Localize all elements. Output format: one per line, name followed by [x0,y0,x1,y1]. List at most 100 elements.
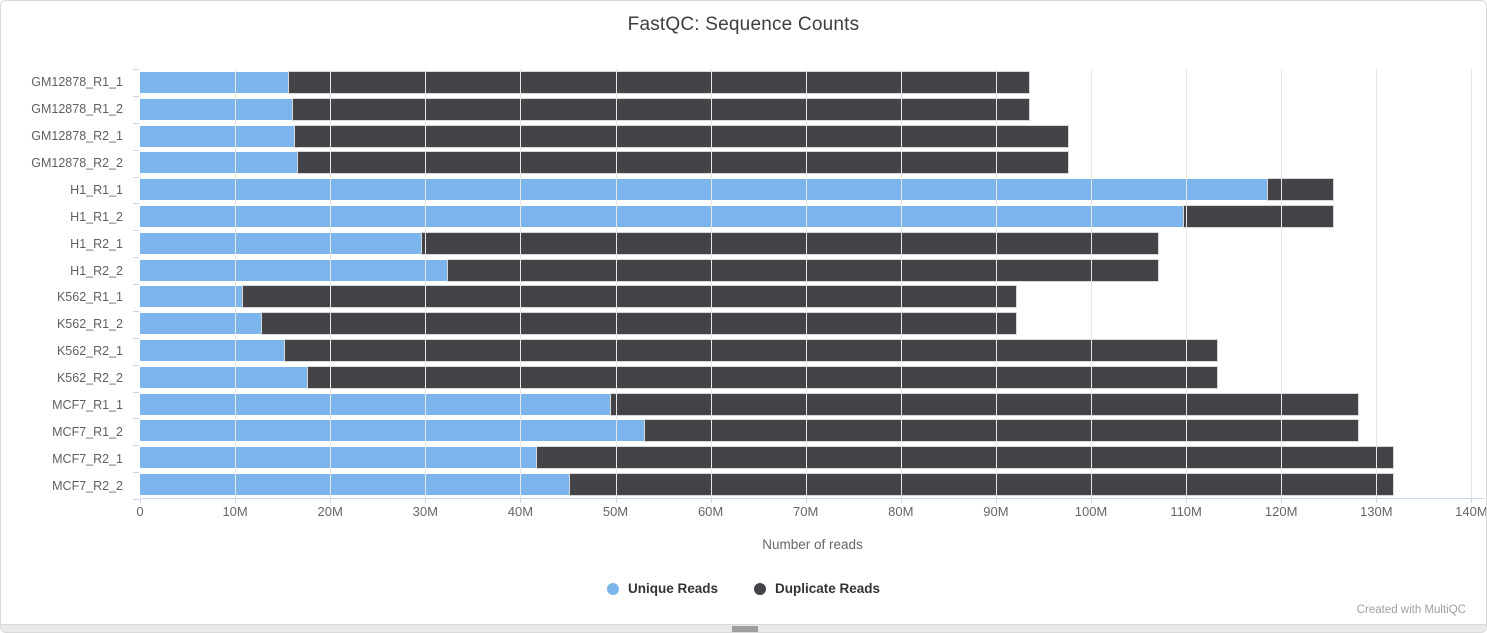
gridline [330,69,332,498]
bar-segment-duplicate[interactable] [293,98,1030,120]
bar-segment-duplicate[interactable] [242,286,1016,308]
x-tick-label: 130M [1360,504,1393,519]
bar-segment-unique[interactable] [140,152,298,174]
y-axis-tick [133,203,139,205]
bar-segment-unique[interactable] [140,98,294,120]
x-axis-tick [235,498,237,503]
bar-row [140,257,1485,284]
x-axis-tick [425,498,427,503]
y-axis-tick [133,95,139,97]
x-axis-tick [1376,498,1378,503]
category-label: GM12878_R2_1 [31,129,123,144]
bar-segment-unique[interactable] [140,366,309,388]
y-axis-tick [133,310,139,312]
x-axis-title: Number of reads [762,537,863,552]
y-axis-tick [133,337,139,339]
bar-segment-duplicate[interactable] [644,420,1359,442]
category-label: MCF7_R2_2 [52,478,123,493]
y-axis-category-labels: GM12878_R1_1 GM12878_R1_2 GM12878_R2_1 GM12… [1,69,132,499]
x-axis-tick [995,498,997,503]
bar-row [140,418,1485,445]
bar-segment-unique[interactable] [140,71,290,93]
x-tick-label: 50M [602,504,629,519]
bar-segment-unique[interactable] [140,259,449,281]
y-axis-tick [133,445,139,447]
category-label: GM12878_R1_2 [31,102,123,117]
gridline [615,69,617,498]
bar-row [140,471,1485,498]
category-label: MCF7_R2_1 [52,451,123,466]
bar-segment-duplicate[interactable] [261,313,1016,335]
category-label: H1_R1_1 [70,182,123,197]
x-axis-tick [1091,498,1092,503]
bar-segment-unique[interactable] [140,393,611,415]
horizontal-scrollbar-track[interactable] [1,624,1486,632]
bar-segment-unique[interactable] [140,125,295,147]
gridline [1281,69,1283,498]
category-label: GM12878_R1_1 [31,75,123,90]
bar-row [140,149,1485,176]
legend-marker-icon [753,582,766,595]
bar-segment-duplicate[interactable] [536,447,1394,469]
x-tick-label: 90M [983,504,1009,519]
bar-segment-unique[interactable] [140,179,1268,201]
x-tick-label: 110M [1170,504,1202,519]
bar-row [140,284,1485,311]
x-tick-label: 120M [1264,504,1298,519]
x-tick-label: 20M [317,504,343,519]
bar-row [140,69,1485,96]
x-tick-label: 60M [697,504,724,519]
gridline [1471,69,1473,498]
x-tick-label: 40M [507,504,534,519]
bar-segment-duplicate[interactable] [289,71,1030,93]
y-axis-tick [133,149,139,151]
legend: Unique Reads Duplicate Reads [1,581,1486,596]
legend-label: Unique Reads [627,581,718,596]
y-axis-tick [133,69,139,70]
category-label: MCF7_R1_2 [52,424,123,439]
bar-row [140,230,1485,257]
bar-segment-duplicate[interactable] [308,366,1218,388]
plot-title: FastQC: Sequence Counts [627,14,860,35]
bar-segment-unique[interactable] [140,420,645,442]
horizontal-scrollbar-thumb[interactable] [732,626,758,632]
x-axis-tick [140,498,141,503]
bar-segment-unique[interactable] [140,205,1185,227]
bar-segment-unique[interactable] [140,447,537,469]
y-axis-tick [133,230,139,232]
category-label: H1_R2_1 [70,236,123,251]
bar-segment-duplicate[interactable] [297,152,1069,174]
bar-segment-duplicate[interactable] [610,393,1359,415]
plot-area [133,69,1485,503]
bar-segment-duplicate[interactable] [1184,205,1333,227]
y-axis-tick [133,391,139,393]
category-label: K562_R2_1 [56,344,123,359]
bar-segment-duplicate[interactable] [1267,179,1333,201]
bar-segment-unique[interactable] [140,313,262,335]
x-tick-label: 70M [793,504,819,519]
x-axis-tick [520,498,522,503]
bar-segment-duplicate[interactable] [284,340,1218,362]
x-tick-label: 140M [1455,504,1487,519]
bar-segment-unique[interactable] [140,474,570,496]
y-axis-tick [133,284,139,285]
bar-row [140,176,1485,203]
bar-segment-unique[interactable] [140,232,423,254]
bar-segment-duplicate[interactable] [295,125,1069,147]
y-axis-tick [133,418,139,420]
bar-segment-duplicate[interactable] [448,259,1158,281]
category-label: H1_R2_2 [70,263,123,278]
legend-item-duplicate-reads[interactable]: Duplicate Reads [753,581,880,596]
bar-segment-unique[interactable] [140,286,243,308]
created-with-multiqc-link[interactable]: Created with MultiQC [1356,604,1466,616]
legend-item-unique-reads[interactable]: Unique Reads [606,581,718,596]
y-axis-tick [133,364,139,366]
x-axis-tick [330,498,332,503]
bar-row [140,96,1485,123]
bar-segment-duplicate[interactable] [422,232,1158,254]
bar-segment-duplicate[interactable] [569,474,1394,496]
y-axis-tick [133,472,139,474]
x-axis-tick [615,498,617,503]
bar-segment-unique[interactable] [140,340,285,362]
